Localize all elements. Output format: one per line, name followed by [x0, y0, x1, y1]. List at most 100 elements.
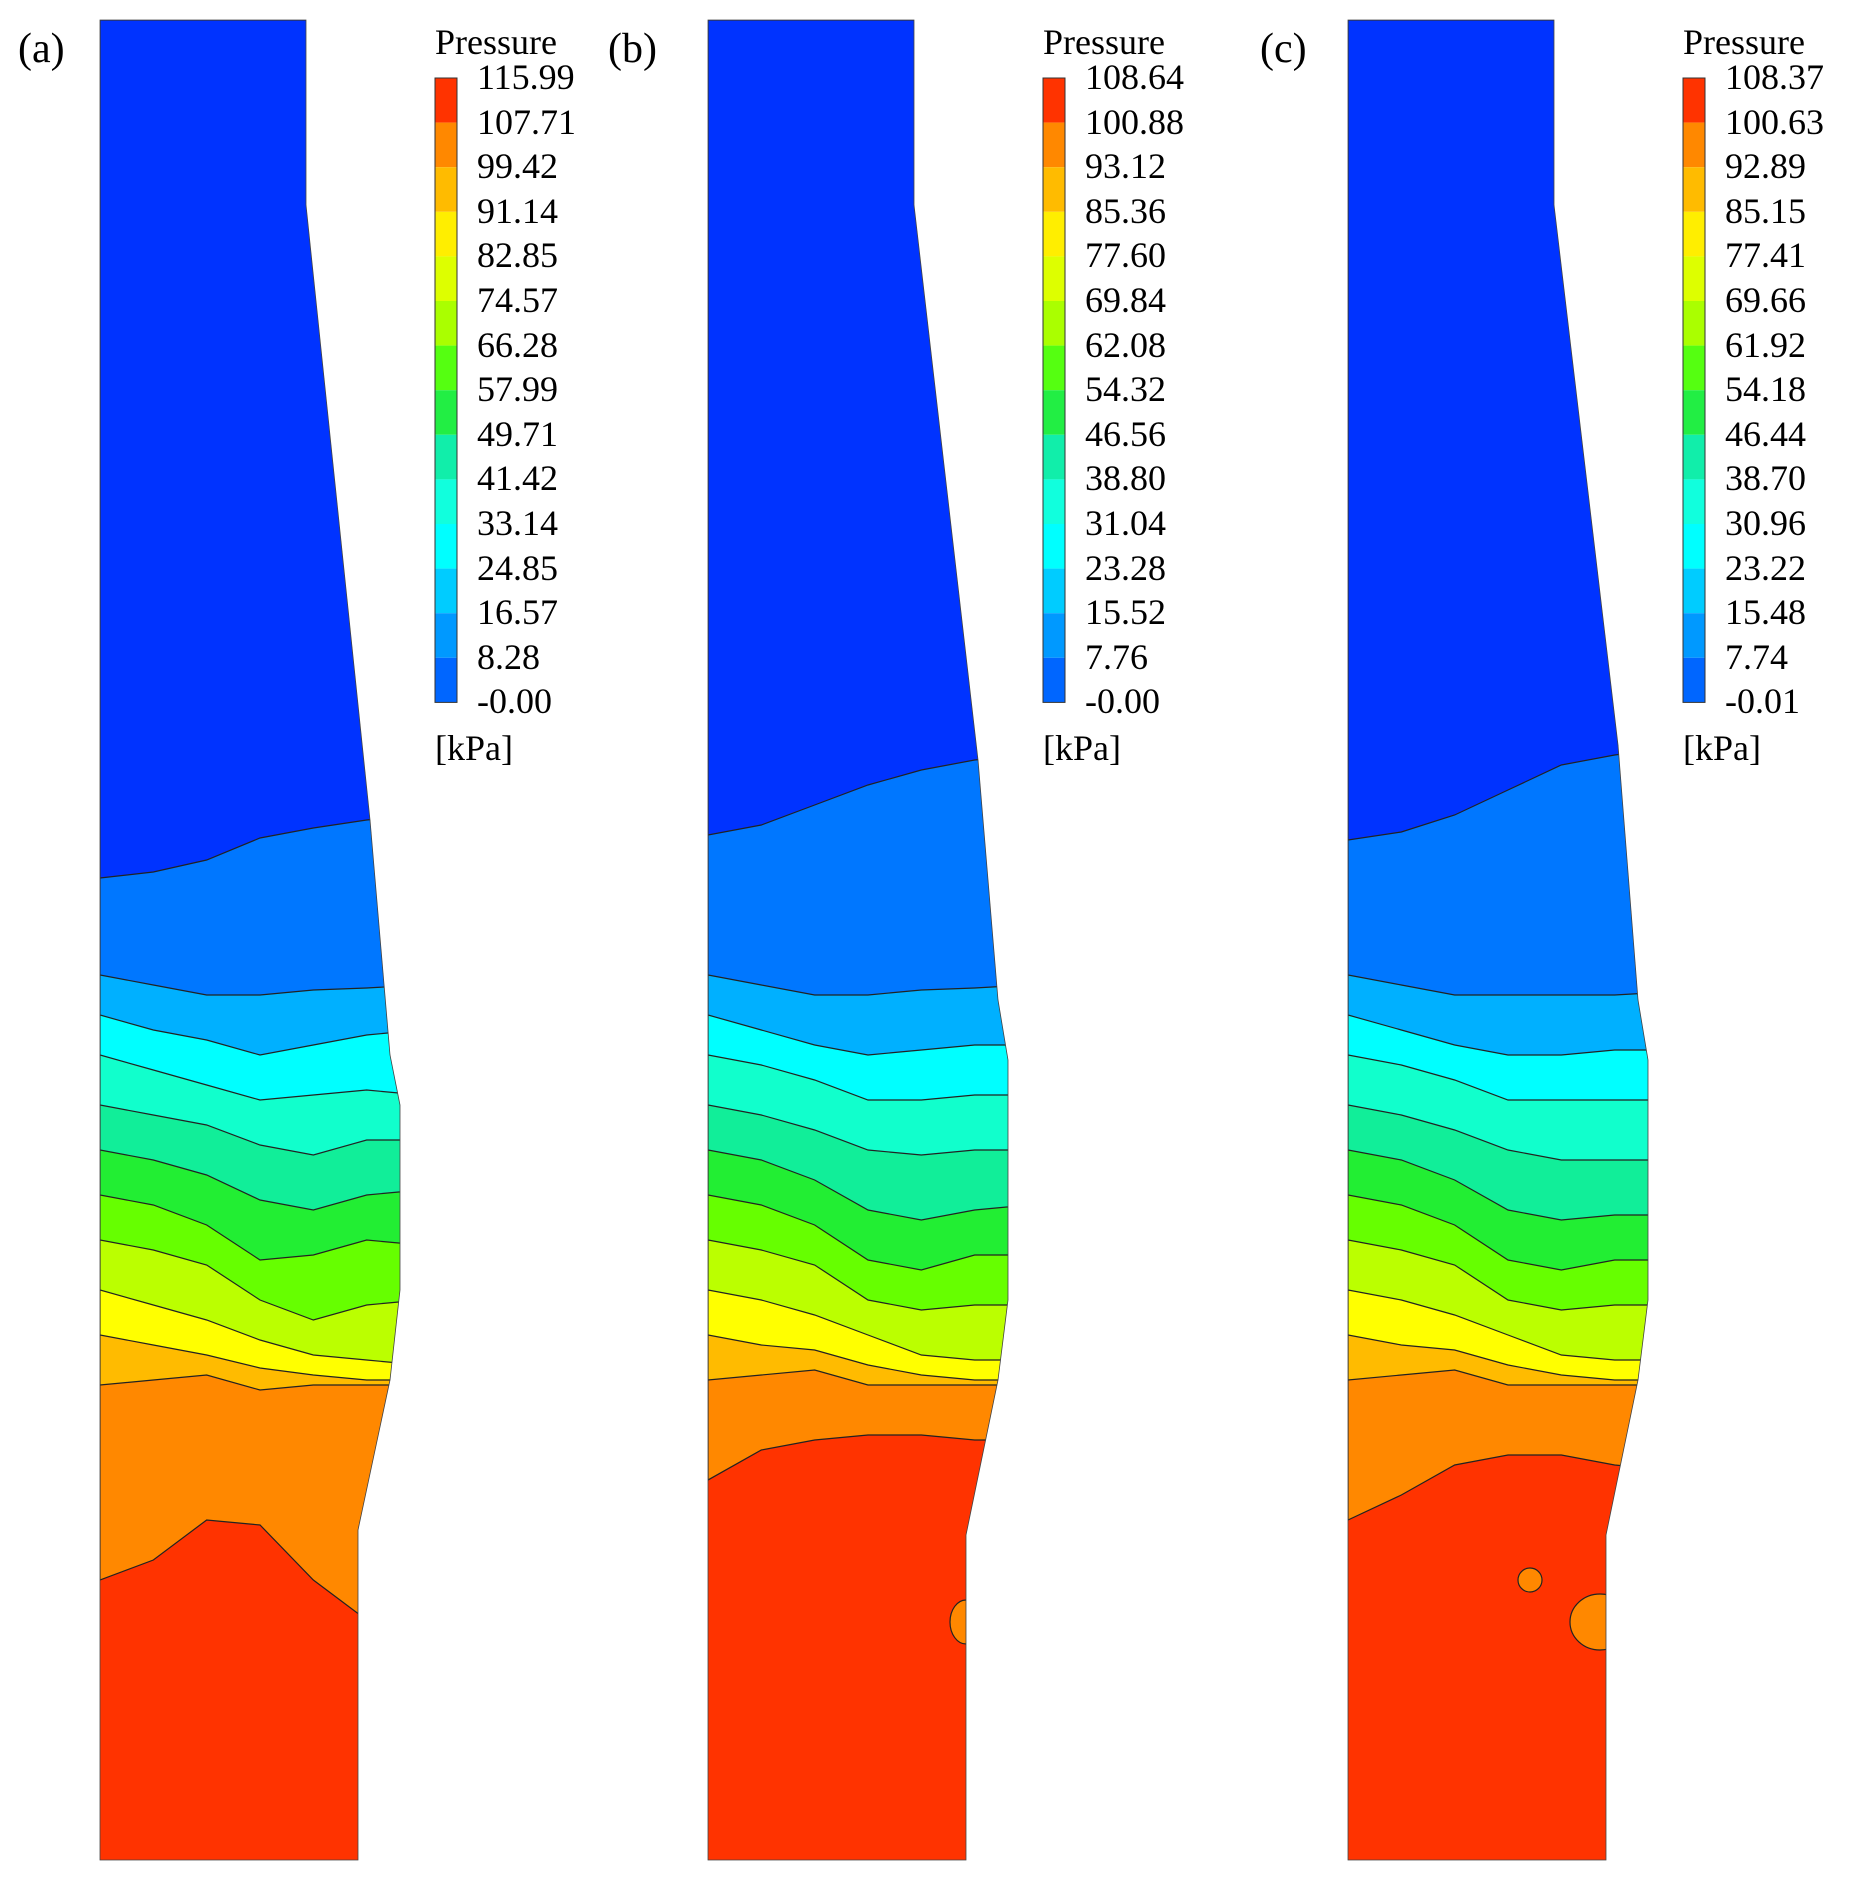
- legend-swatch: [1043, 167, 1065, 212]
- legend-swatch: [435, 613, 457, 658]
- legend-tick-label: 93.12: [1085, 146, 1166, 187]
- legend-tick-label: 15.48: [1725, 592, 1806, 633]
- legend-swatch: [1043, 479, 1065, 524]
- legend-frame: [1682, 77, 1706, 703]
- legend-tick-label: 30.96: [1725, 503, 1806, 543]
- legend-swatch: [1683, 167, 1705, 212]
- legend-tick-label: 91.14: [477, 190, 558, 231]
- legend-swatch: [1043, 434, 1065, 480]
- legend-swatch: [435, 301, 457, 346]
- legend-title: Pressure: [1683, 22, 1805, 62]
- legend-swatch: [1683, 479, 1705, 524]
- legend-tick-label: 115.99: [477, 57, 575, 97]
- legend-swatch: [435, 524, 457, 569]
- legend-swatch: [1043, 211, 1065, 257]
- legend-swatch: [1043, 301, 1065, 346]
- legend-tick-label: 108.64: [1085, 57, 1184, 97]
- legend-swatch: [1683, 613, 1705, 658]
- legend-swatch: [1683, 301, 1705, 346]
- domain-outline: [1347, 19, 1649, 1861]
- legend-tick-label: 57.99: [477, 369, 558, 410]
- domain-outline: [99, 19, 401, 1861]
- legend-tick-label: 38.80: [1085, 458, 1166, 499]
- legend-tick-label: 108.37: [1725, 57, 1824, 97]
- panel-label: (a): [18, 26, 65, 72]
- legend-unit: [kPa]: [1043, 728, 1121, 768]
- legend-tick-label: 85.36: [1085, 190, 1166, 231]
- legend-tick-label: 99.42: [477, 146, 558, 187]
- legend-swatch: [435, 657, 457, 703]
- legend-tick-label: 8.28: [477, 636, 540, 677]
- legend-tick-label: 77.60: [1085, 235, 1166, 276]
- legend-tick-label: 74.57: [477, 280, 558, 320]
- legend-tick-label: 7.74: [1725, 636, 1788, 677]
- legend-tick-label: 16.57: [477, 592, 558, 633]
- legend-tick-label: 7.76: [1085, 636, 1148, 677]
- legend-tick-label: 54.32: [1085, 369, 1166, 410]
- pressure-island: [1517, 1567, 1543, 1593]
- legend-tick-label: 23.22: [1725, 547, 1806, 588]
- legend-tick-label: 69.84: [1085, 280, 1166, 320]
- legend-swatch: [1683, 390, 1705, 435]
- legend-tick-label: 77.41: [1725, 235, 1806, 276]
- legend-unit: [kPa]: [435, 728, 513, 768]
- legend-swatch: [435, 78, 457, 123]
- legend-colorbar: [1682, 77, 1706, 703]
- legend-tick-label: 46.56: [1085, 413, 1166, 454]
- legend-tick-label: 107.71: [477, 101, 576, 142]
- legend-swatch: [435, 568, 457, 614]
- legend-colorbar: [1042, 77, 1066, 703]
- legend-swatch: [1043, 390, 1065, 435]
- panel-label: (c): [1260, 26, 1307, 72]
- legend-tick-label: 69.66: [1725, 280, 1806, 320]
- legend-tick-label: 66.28: [477, 324, 558, 365]
- legend-tick-label: 62.08: [1085, 324, 1166, 365]
- pressure-contour-field: [707, 19, 1009, 1861]
- legend-tick-label: 100.88: [1085, 101, 1184, 142]
- legend-swatch: [435, 479, 457, 524]
- legend-tick-label: 15.52: [1085, 592, 1166, 633]
- legend-frame: [1042, 77, 1066, 703]
- legend-tick-label: 100.63: [1725, 101, 1824, 142]
- legend-tick-label: 24.85: [477, 547, 558, 588]
- legend-tick-label: 61.92: [1725, 324, 1806, 365]
- legend-tick-label: 46.44: [1725, 413, 1806, 454]
- legend-swatch: [1683, 211, 1705, 257]
- legend-title: Pressure: [1043, 22, 1165, 62]
- legend-swatch: [1683, 568, 1705, 614]
- legend-unit: [kPa]: [1683, 728, 1761, 768]
- legend-swatch: [1043, 256, 1065, 301]
- legend-swatch: [435, 345, 457, 391]
- legend-tick-label: 31.04: [1085, 503, 1166, 543]
- panel-label: (b): [608, 26, 657, 72]
- legend-swatch: [435, 390, 457, 435]
- legend-swatch: [1043, 613, 1065, 658]
- legend-swatch: [1043, 524, 1065, 569]
- legend-swatch: [435, 256, 457, 301]
- legend-swatch: [1043, 345, 1065, 391]
- legend-swatch: [1683, 122, 1705, 168]
- legend-frame: [434, 77, 458, 703]
- legend-tick-label: -0.00: [477, 681, 552, 722]
- legend-swatch: [1683, 256, 1705, 301]
- legend-tick-label: 85.15: [1725, 190, 1806, 231]
- legend-swatch: [1683, 345, 1705, 391]
- legend-swatch: [435, 211, 457, 257]
- legend-tick-label: 82.85: [477, 235, 558, 276]
- legend-tick-label: 54.18: [1725, 369, 1806, 410]
- legend-title: Pressure: [435, 22, 557, 62]
- legend-swatch: [1683, 434, 1705, 480]
- panel-c: (c) Pressure [kPa] 108.37 100.63 92.89 85.1…: [1248, 0, 1867, 1878]
- legend-swatch: [1683, 524, 1705, 569]
- legend-swatch: [435, 434, 457, 480]
- legend-tick-label: 33.14: [477, 503, 558, 543]
- legend-tick-label: -0.00: [1085, 681, 1160, 722]
- domain-outline: [707, 19, 1009, 1861]
- legend-tick-label: 23.28: [1085, 547, 1166, 588]
- legend-swatch: [1683, 78, 1705, 123]
- panel-b: (b) Pressure [kPa] 108.64 100.88 93.12 85.3…: [608, 0, 1228, 1878]
- legend-tick-label: 38.70: [1725, 458, 1806, 499]
- legend-tick-label: 92.89: [1725, 146, 1806, 187]
- legend-swatch: [1043, 78, 1065, 123]
- legend-tick-label: 49.71: [477, 413, 558, 454]
